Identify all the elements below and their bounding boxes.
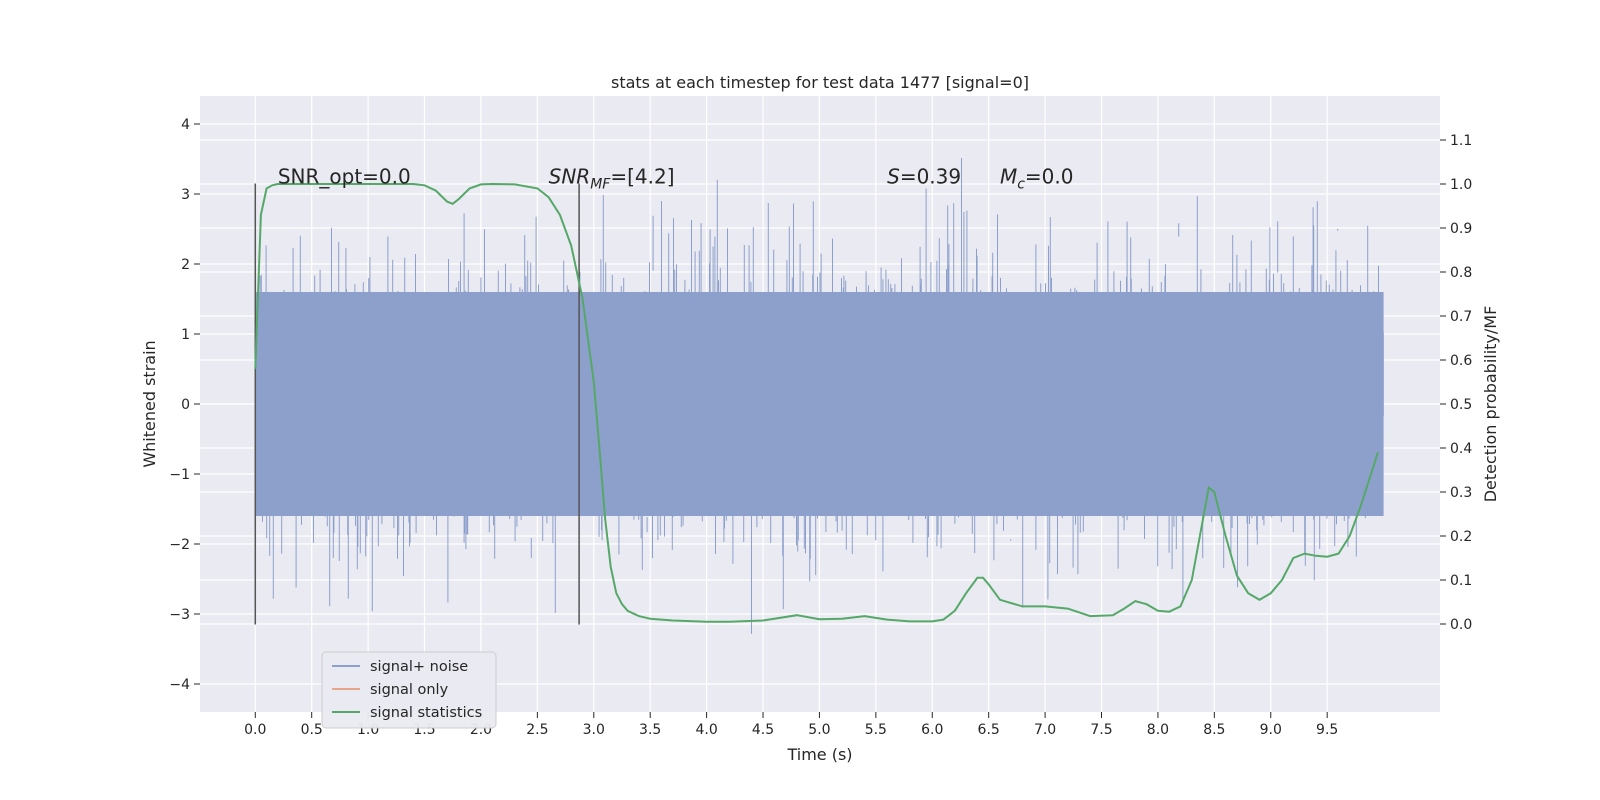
x-tick-label: 7.0 — [1034, 722, 1056, 738]
annotation-mc-value: Mc=0.0 — [1000, 165, 1074, 193]
y-left-tick-label: 2 — [181, 257, 190, 273]
x-tick-label: 5.0 — [808, 722, 830, 738]
x-tick-label: 3.5 — [639, 722, 661, 738]
y-right-tick-label: 0.1 — [1450, 573, 1472, 589]
y-right-tick-label: 0.9 — [1450, 221, 1472, 237]
x-tick-label: 7.5 — [1090, 722, 1112, 738]
x-tick-label: 8.5 — [1203, 722, 1225, 738]
y-right-tick-label: 0.5 — [1450, 397, 1472, 413]
legend-label: signal statistics — [370, 705, 482, 721]
x-tick-label: 5.5 — [865, 722, 887, 738]
y-left-tick-label: −1 — [169, 467, 190, 483]
legend: signal+ noise signal only signal statistic… — [321, 651, 497, 729]
signal-statistics-series — [254, 182, 1379, 623]
x-tick-label: 4.5 — [752, 722, 774, 738]
legend-label: signal only — [370, 682, 449, 698]
y-left-tick-label: 1 — [181, 327, 190, 343]
y-right-tick-label: 0.6 — [1450, 353, 1472, 369]
x-tick-label: 0.0 — [244, 722, 266, 738]
y-left-tick-label: −2 — [169, 537, 190, 553]
x-tick-label: 0.5 — [301, 722, 323, 738]
signal-noise-series — [254, 158, 1384, 634]
ticks: 0.0 0.5 1.0 1.5 2.0 2.5 3.0 3.5 4.0 4.5 5.0 5.5 6.0 6… — [169, 117, 1472, 738]
y-left-tick-label: −3 — [169, 607, 190, 623]
x-tick-label: 9.0 — [1260, 722, 1282, 738]
y-left-tick-label: 4 — [181, 117, 190, 133]
y-right-tick-label: 0.7 — [1450, 309, 1472, 325]
vertical-markers — [254, 183, 580, 625]
y-right-tick-label: 1.1 — [1450, 133, 1472, 149]
y-right-tick-label: 0.4 — [1450, 441, 1472, 457]
y-right-tick-label: 0.3 — [1450, 485, 1472, 501]
y-right-tick-label: 1.0 — [1450, 177, 1472, 193]
y-right-tick-label: 0.2 — [1450, 529, 1472, 545]
legend-label: signal+ noise — [370, 659, 468, 675]
annotation-snr-mf: SNRMF=[4.2] — [549, 165, 675, 193]
signal-statistics-line — [254, 182, 1379, 623]
x-tick-label: 6.5 — [978, 722, 1000, 738]
y-left-tick-label: 0 — [181, 397, 190, 413]
y-left-tick-label: −4 — [169, 677, 190, 693]
chart-title: stats at each timestep for test data 147… — [611, 73, 1029, 92]
y-axis-label-right: Detection probability/MF — [1481, 306, 1500, 503]
x-axis-label: Time (s) — [786, 745, 852, 764]
x-tick-label: 6.0 — [921, 722, 943, 738]
x-tick-label: 8.0 — [1147, 722, 1169, 738]
y-axis-label-left: Whitened strain — [140, 340, 159, 467]
annotations: SNR_opt=0.0 SNRMF=[4.2] S=0.39 Mc=0.0 — [278, 165, 1074, 193]
y-right-tick-label: 0.8 — [1450, 265, 1472, 281]
x-tick-label: 3.0 — [583, 722, 605, 738]
x-tick-label: 9.5 — [1316, 722, 1338, 738]
x-tick-label: 4.0 — [695, 722, 717, 738]
y-left-tick-label: 3 — [181, 187, 190, 203]
x-tick-label: 2.5 — [526, 722, 548, 738]
legend-box — [321, 651, 497, 729]
annotation-snr-opt: SNR_opt=0.0 — [278, 165, 411, 189]
y-right-tick-label: 0.0 — [1450, 617, 1472, 633]
annotation-s-value: S=0.39 — [887, 165, 961, 189]
